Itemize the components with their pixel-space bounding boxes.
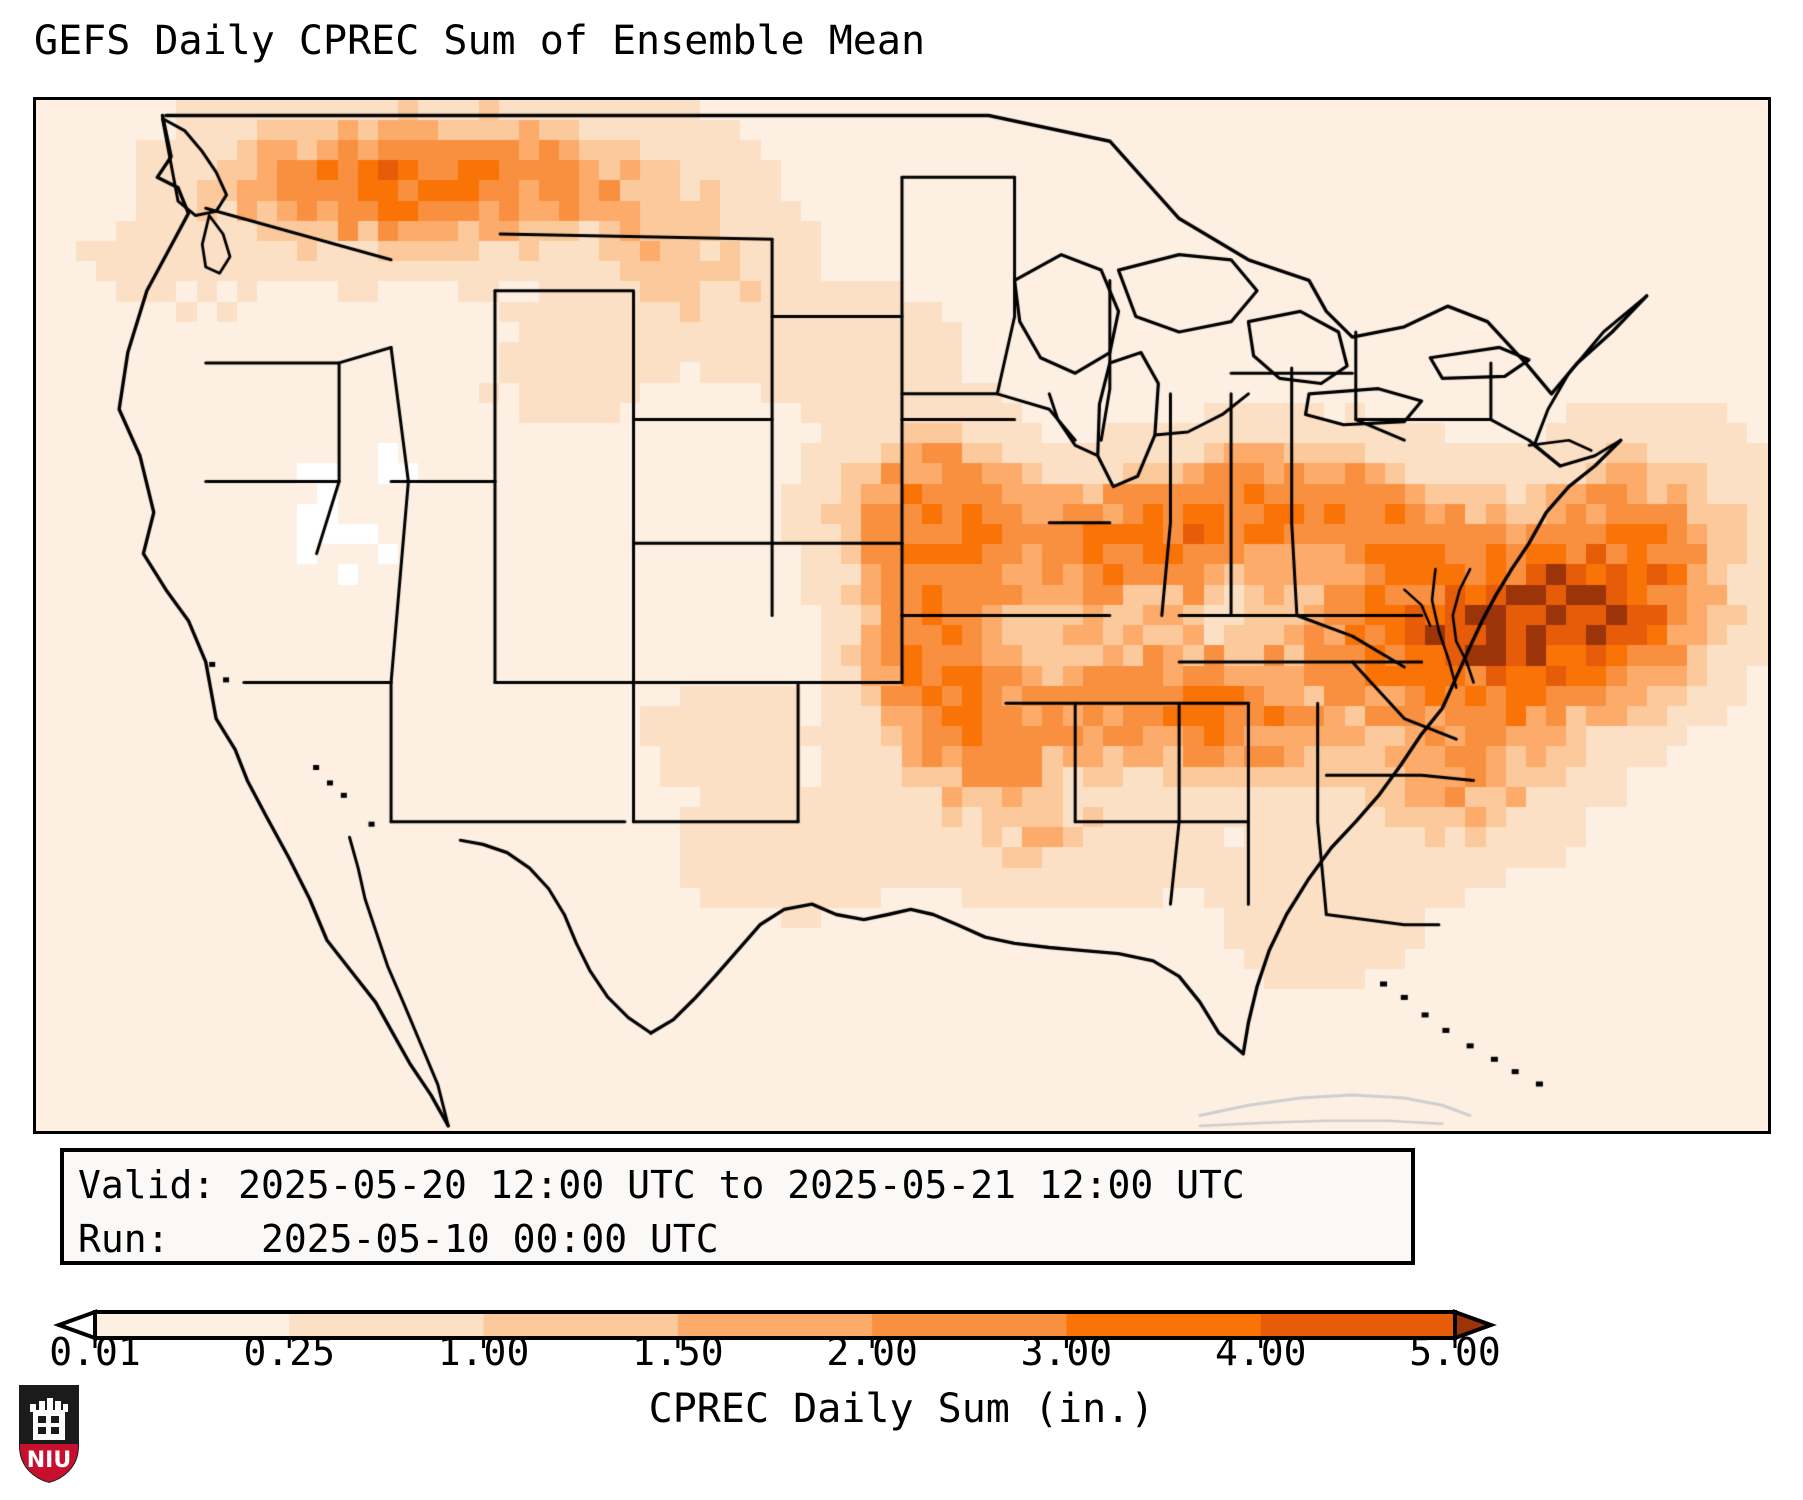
valid-run-annotation-box: Valid: 2025-05-20 12:00 UTC to 2025-05-2… (60, 1148, 1415, 1265)
colorbar-svg (53, 1309, 1497, 1348)
colorbar-tick-1.00: 1.00 (437, 1330, 530, 1374)
colorbar (0, 1288, 1803, 1348)
colorbar-tick-0.01: 0.01 (49, 1330, 141, 1374)
colorbar-tick-4.00: 4.00 (1214, 1330, 1307, 1374)
run-time-line: Run: 2025-05-10 00:00 UTC (78, 1217, 719, 1261)
svg-text:NIU: NIU (27, 1448, 71, 1473)
colorbar-tick-1.50: 1.50 (632, 1330, 724, 1374)
colorbar-tick-3.00: 3.00 (1020, 1330, 1113, 1374)
colorbar-tick-0.25: 0.25 (243, 1330, 336, 1374)
map-canvas (36, 100, 1768, 1131)
colorbar-tick-2.00: 2.00 (826, 1330, 918, 1374)
valid-time-line: Valid: 2025-05-20 12:00 UTC to 2025-05-2… (78, 1163, 1245, 1207)
page-title: GEFS Daily CPREC Sum of Ensemble Mean (34, 18, 926, 64)
niu-logo: NIU (17, 1383, 81, 1486)
colorbar-axis-label: CPREC Daily Sum (in.) (648, 1386, 1155, 1432)
precipitation-map (33, 97, 1771, 1134)
colorbar-tick-5.00: 5.00 (1409, 1330, 1501, 1374)
